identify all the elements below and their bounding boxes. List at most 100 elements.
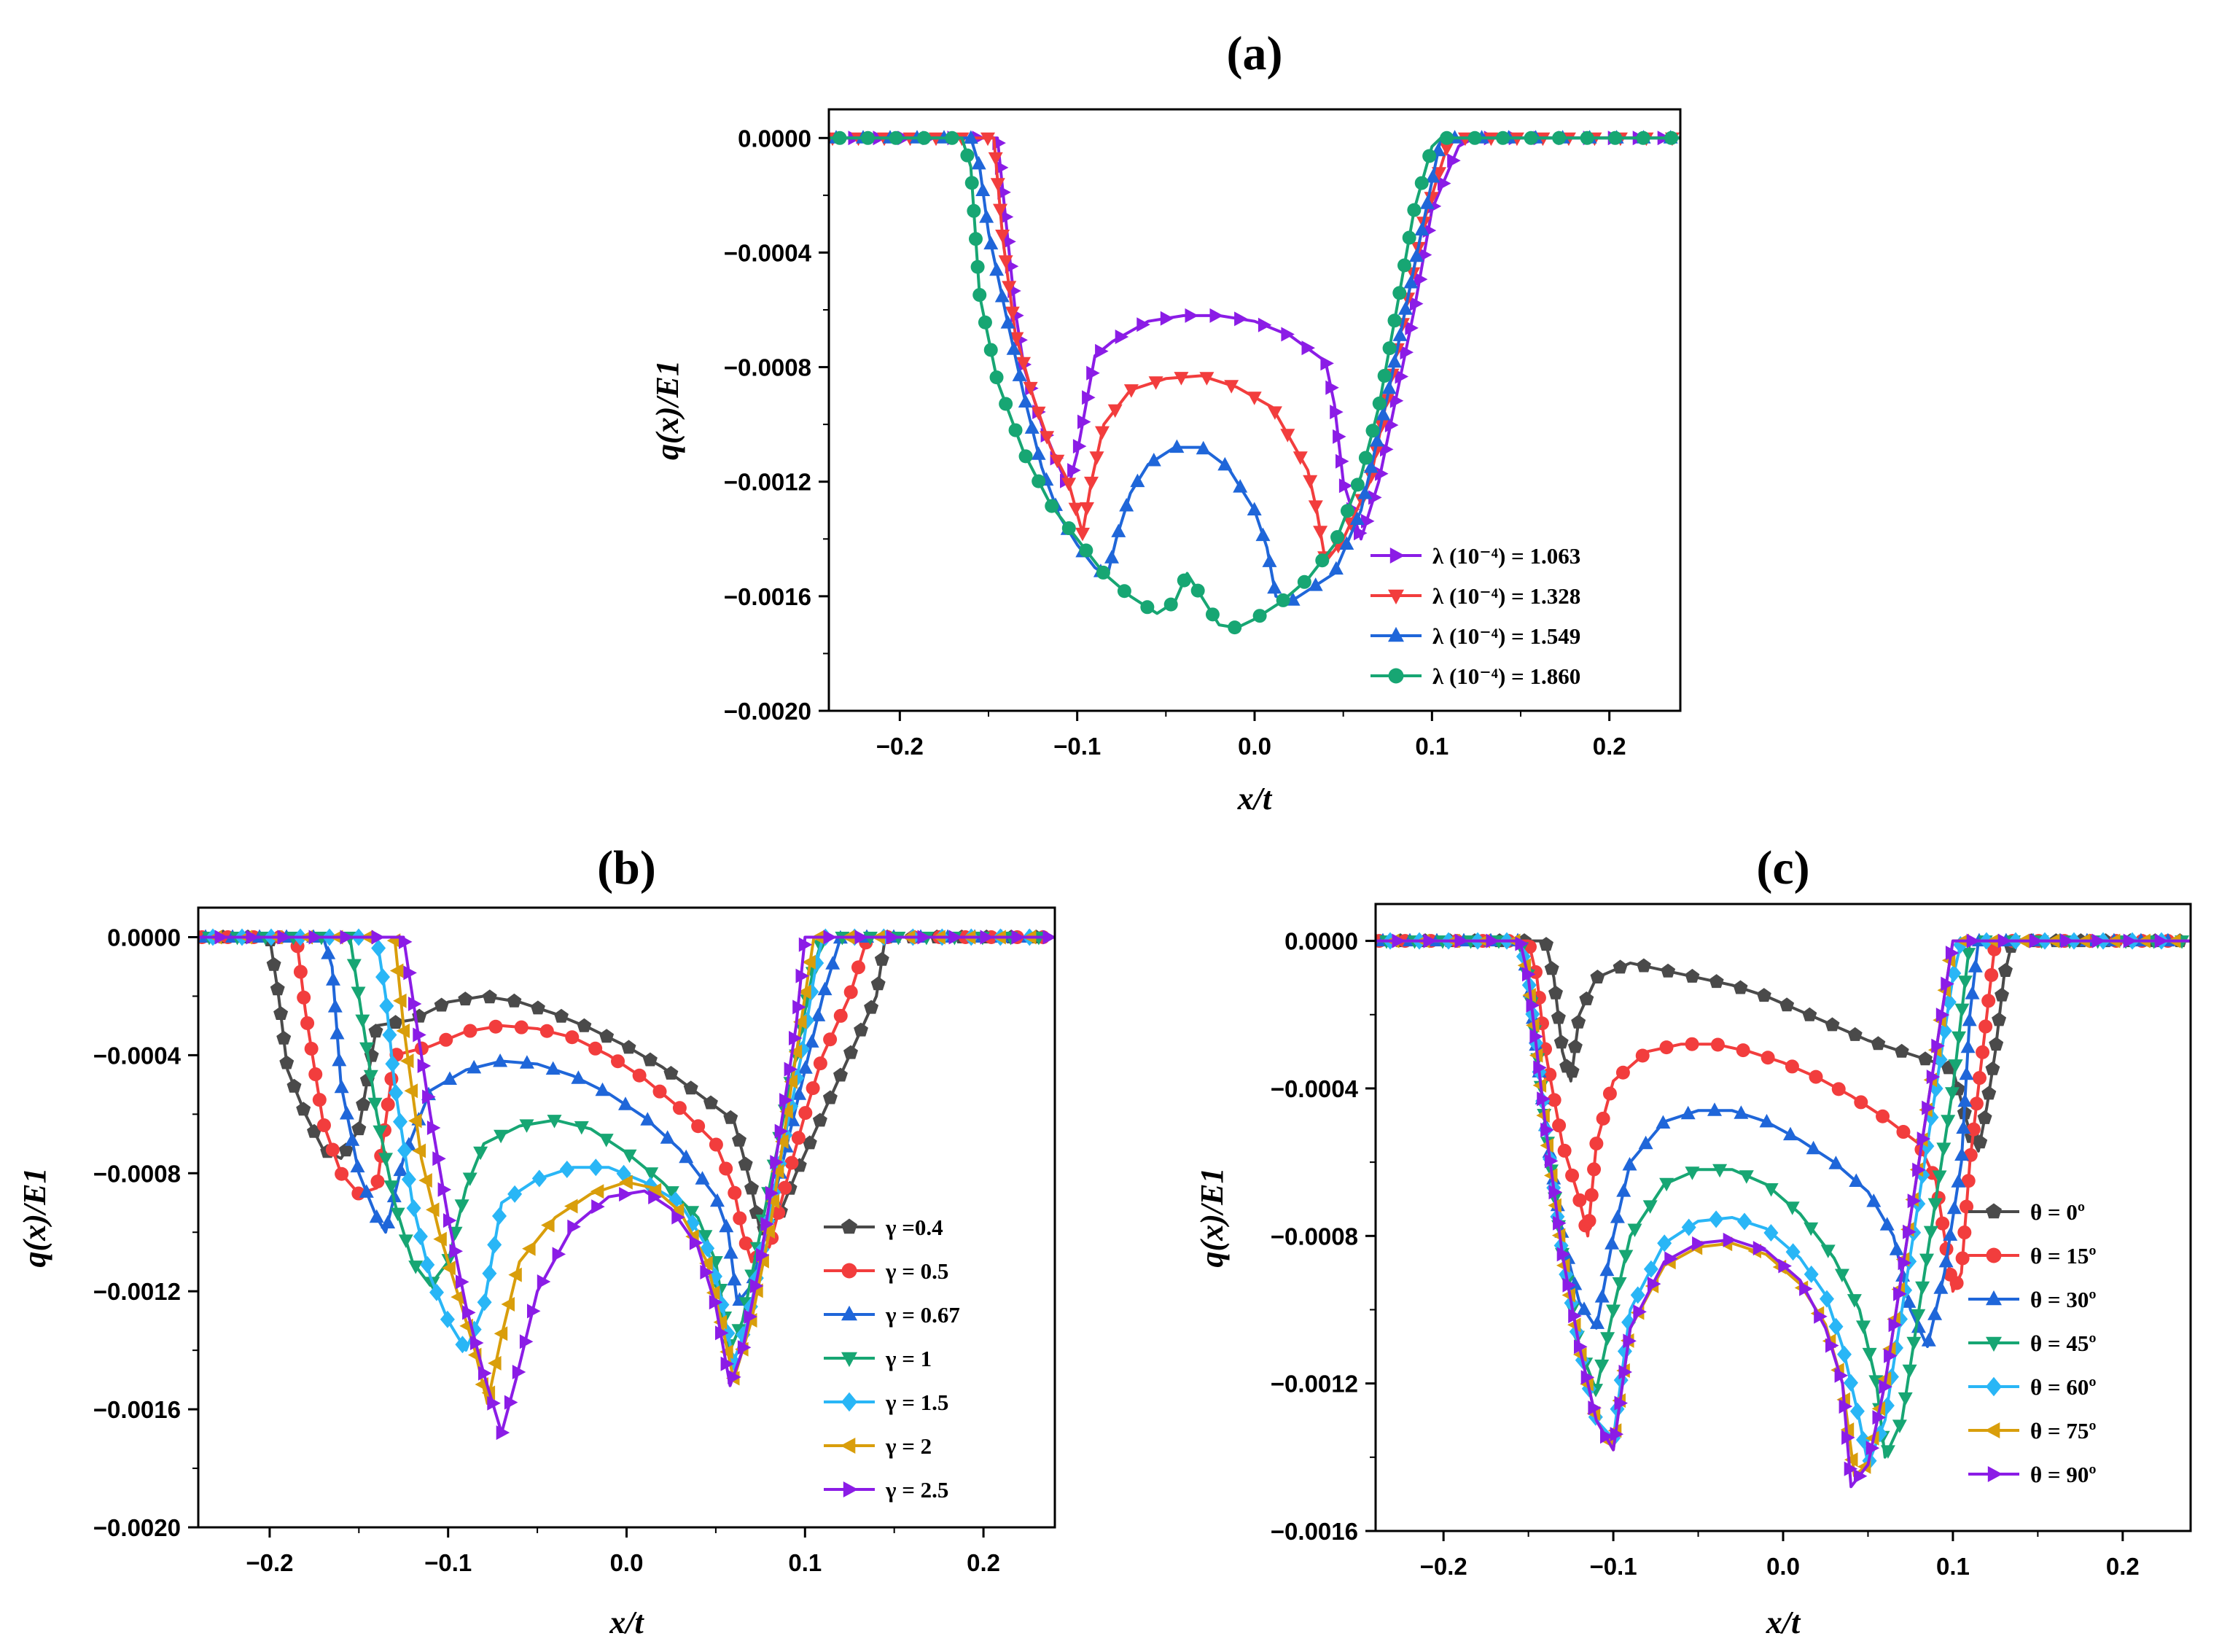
panel-a-title: (a) [1227,27,1283,80]
data-point-marker [749,1278,764,1293]
data-point-marker [854,1022,868,1037]
data-point-marker [728,1185,742,1200]
data-point-marker [2060,933,2075,948]
data-point-marker [1896,1125,1911,1139]
data-point-marker [488,1355,502,1371]
data-point-marker [1579,991,1594,1005]
data-point-marker [709,1137,723,1152]
data-point-marker [1884,1348,1898,1363]
data-point-marker [1368,490,1382,505]
data-point-marker [1599,1262,1615,1277]
data-point-marker [487,1236,502,1254]
legend-marker [841,1352,857,1368]
data-point-marker [1736,1043,1750,1058]
data-point-marker [1856,1320,1871,1334]
data-point-marker [1659,1040,1674,1055]
data-point-marker [774,1123,789,1139]
data-point-marker [683,1080,698,1095]
data-point-marker [990,178,1005,192]
data-point-marker [408,1261,424,1274]
data-point-marker [1115,330,1129,344]
data-point-marker [1871,1036,1886,1051]
data-point-marker [1228,620,1242,635]
data-point-marker [408,997,422,1011]
data-point-marker [1414,222,1430,235]
data-point-marker [1315,553,1330,568]
data-point-marker [277,930,291,945]
data-point-marker [501,1297,515,1312]
data-point-marker [823,1032,838,1047]
data-point-marker [1068,502,1083,517]
data-point-marker [378,1153,393,1166]
data-point-marker [1709,1210,1724,1228]
data-point-marker [971,155,986,170]
data-point-marker [1209,308,1223,323]
data-point-marker [554,1008,569,1023]
data-point-marker [1136,317,1150,332]
data-point-marker [812,1113,827,1127]
data-point-marker [1957,975,1973,989]
y-tick-label: 0.0000 [107,924,181,951]
data-point-marker [266,956,281,971]
x-tick-label: −0.2 [876,733,924,760]
data-point-marker [1596,1111,1610,1126]
data-point-marker [770,1164,784,1179]
data-point-marker [1572,1193,1587,1207]
data-point-marker [1984,968,1999,983]
legend-label: γ = 0.67 [885,1302,960,1328]
data-point-marker [1633,1304,1647,1320]
data-point-marker [1941,976,1954,991]
legend-label: λ (10⁻⁴) = 1.549 [1432,623,1580,649]
data-point-marker [1926,1069,1941,1085]
data-point-marker [442,1071,457,1085]
x-tick-label: 0.0 [610,1549,644,1576]
data-point-marker [1425,169,1440,183]
data-point-marker [1656,1115,1671,1129]
data-point-marker [1392,933,1405,948]
panel-a: (a) −0.2 −0.1 0.0 0.1 0.2 0.0000 −0.0004 −0.0008… [650,27,1682,817]
data-point-marker [1763,1183,1779,1197]
data-point-marker [1902,1364,1917,1379]
data-point-marker [744,1180,759,1195]
data-point-marker [1847,1026,1863,1041]
data-point-marker [1042,930,1055,945]
legend-marker [1986,1203,2002,1219]
data-point-marker [339,1106,354,1120]
data-point-marker [1973,1071,1987,1086]
data-point-marker [1395,369,1409,384]
data-point-marker [864,1000,879,1014]
data-point-marker [527,1304,541,1319]
legend-marker [843,1481,859,1497]
data-point-marker [403,965,417,981]
data-point-marker [994,160,1009,175]
data-point-marker [1440,130,1454,145]
x-tick-label: 0.2 [967,1549,1000,1576]
data-point-marker [449,1244,463,1259]
data-point-marker [1174,372,1189,386]
data-point-marker [1779,997,1795,1012]
data-point-marker [1879,1379,1892,1395]
x-tick-label: −0.2 [246,1549,293,1576]
data-point-marker [493,1053,508,1067]
legend-marker [841,1305,857,1321]
data-point-marker [412,1143,426,1158]
data-point-marker [1976,1045,1990,1059]
data-point-marker [1966,1122,1981,1137]
data-point-marker [312,1093,327,1107]
data-point-marker [1618,1365,1632,1379]
data-point-marker [642,1052,658,1067]
data-point-marker [1739,1170,1754,1184]
data-point-marker [1876,1109,1890,1123]
data-point-marker [1552,1118,1567,1133]
data-point-marker [795,968,809,983]
data-point-marker [599,1029,615,1043]
data-point-marker [1009,332,1024,346]
data-point-marker [1233,479,1248,493]
y-tick-label: 0.0000 [738,125,811,152]
data-point-marker [369,1209,384,1223]
data-point-marker [1086,365,1100,381]
data-point-marker [1831,1082,1846,1096]
data-point-marker [381,1215,396,1228]
data-point-marker [1685,1037,1699,1051]
data-point-marker [1844,1452,1858,1468]
